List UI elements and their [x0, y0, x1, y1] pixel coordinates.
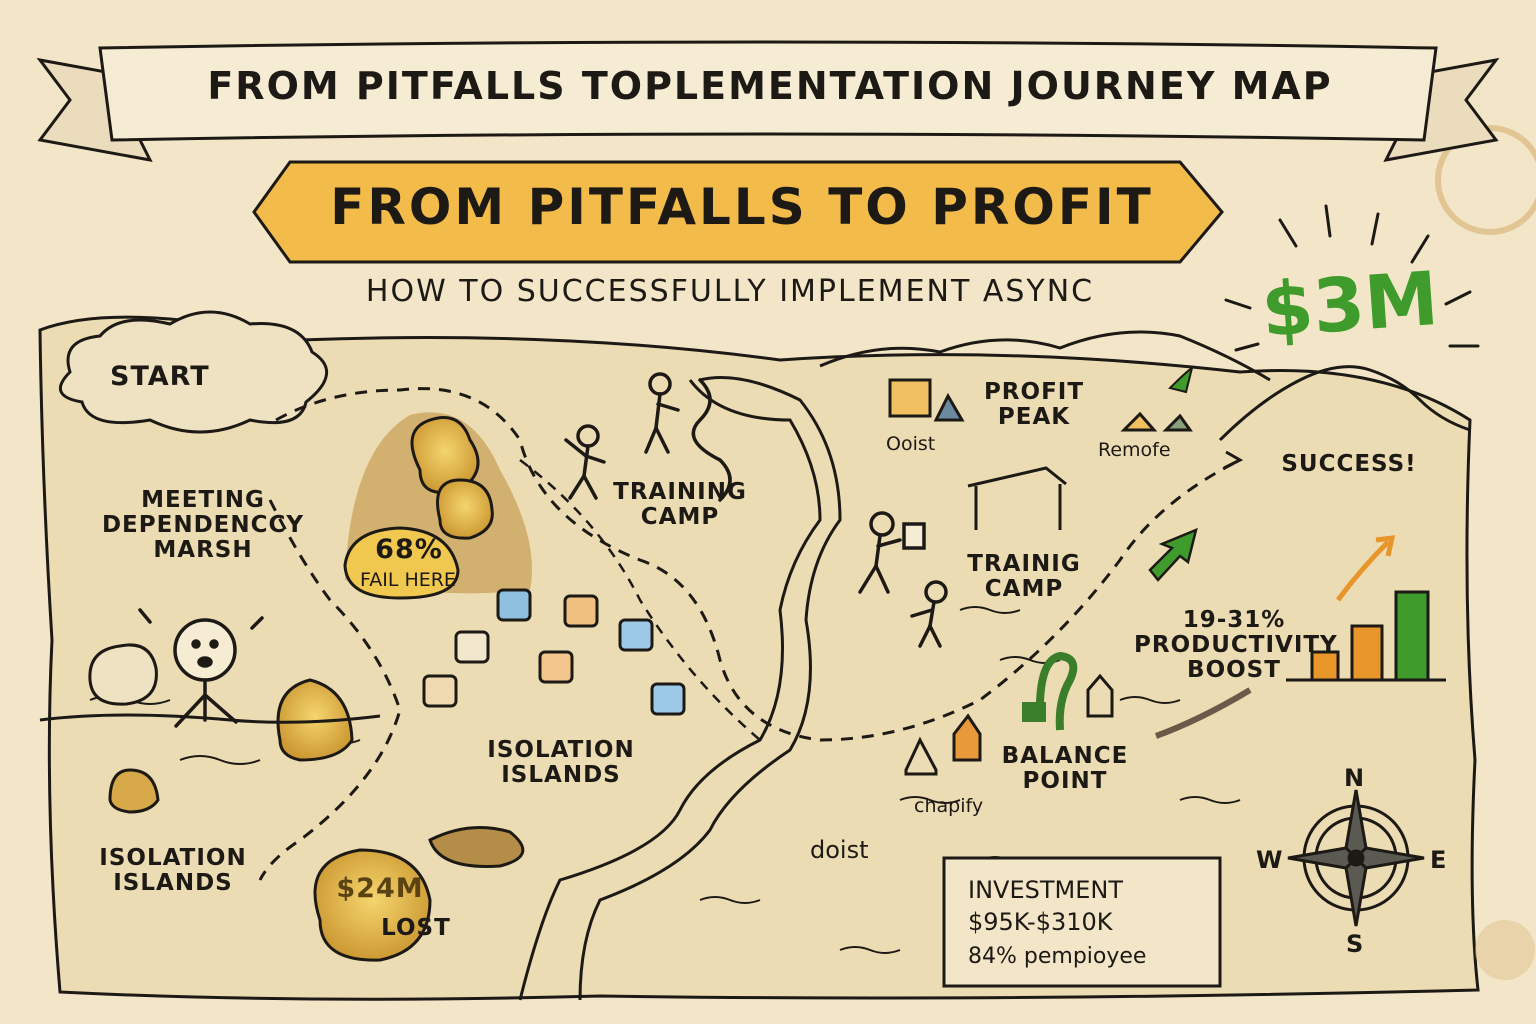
- money-bag-icon: [436, 478, 494, 540]
- money-bag-icon: [108, 768, 160, 814]
- isolation-islands-label-1: ISOLATION ISLANDS: [487, 737, 635, 788]
- balance-icon: [1022, 651, 1114, 731]
- journey-path-marsh: [519, 459, 761, 741]
- sparkle-rays: [1224, 204, 1480, 352]
- isolation-islands-label-2: ISOLATION ISLANDS: [99, 845, 247, 896]
- compass-east: E: [1430, 846, 1447, 874]
- stain: [1435, 125, 1536, 235]
- island: [428, 826, 525, 868]
- app-tile-icon: [618, 618, 654, 652]
- road: [1154, 687, 1252, 739]
- trend-arrow-icon: [1335, 540, 1390, 602]
- mountain-range: [819, 330, 1271, 382]
- compass-west: W: [1256, 846, 1283, 874]
- lost-label: LOST: [381, 915, 451, 941]
- money-bag-icon: [276, 678, 354, 762]
- growth-bar: [1394, 590, 1430, 682]
- big-amount: $3M: [1258, 255, 1442, 355]
- tag-icon: [952, 713, 982, 762]
- growth-bar: [1350, 624, 1384, 682]
- brand-chapify: chapify: [914, 795, 984, 817]
- compass-south: S: [1346, 930, 1364, 958]
- chart-icon: [888, 378, 965, 422]
- river: [518, 379, 822, 1001]
- headline: FROM PITFALLS TO PROFIT: [330, 178, 1154, 236]
- app-tile-icon: [454, 630, 490, 664]
- money-bag-icon: [313, 848, 432, 962]
- app-tile-icon: [538, 650, 574, 684]
- investment-title: INVESTMENT: [968, 876, 1123, 904]
- brand-ooist: Ooist: [886, 433, 936, 455]
- start-label: START: [110, 361, 210, 392]
- walker-figure: [858, 511, 926, 594]
- house-icon: [904, 736, 938, 776]
- brand-doist: doist: [810, 836, 869, 864]
- success-label: SUCCESS!: [1281, 451, 1417, 477]
- start-cloud: [58, 310, 329, 434]
- learner-figure: [910, 580, 948, 648]
- profit-peak-label: PROFIT PEAK: [983, 379, 1085, 430]
- fail-coin: [343, 526, 460, 600]
- fail-percent: 68%: [375, 534, 443, 565]
- success-mountain: [1218, 365, 1471, 442]
- brand-remote: Remofe: [1098, 439, 1171, 461]
- training-camp-label-2: TRAINIG CAMP: [967, 551, 1081, 602]
- trainer-figure: [644, 372, 732, 502]
- productivity-boost-label: 19-31% PRODUCTIVITY BOOST: [1134, 607, 1338, 683]
- app-tile-icon: [563, 594, 599, 628]
- green-arrow: [1148, 527, 1198, 582]
- remote-icons: [1120, 365, 1194, 432]
- app-tile-icon: [422, 674, 458, 708]
- journey-path-branch: [258, 499, 402, 881]
- title-ribbon: [36, 40, 1500, 163]
- investment-legend-box: [942, 856, 1222, 988]
- investment-range: $95K-$310K: [968, 908, 1113, 936]
- investment-per-employee: 84% pempioyee: [968, 944, 1147, 969]
- meeting-marsh-label: MEETING DEPENDENCCY MARSH: [101, 487, 305, 563]
- app-tile-icon: [496, 588, 532, 622]
- compass-rose-icon: [1287, 789, 1425, 927]
- trainee-figure: [564, 424, 606, 500]
- camp-tent: [967, 466, 1067, 530]
- worry-cloud: [88, 643, 158, 706]
- compass-north: N: [1344, 764, 1365, 792]
- fail-label: FAIL HERE: [360, 569, 456, 591]
- banner-title: FROM PITFALLS TOPLEMENTATION JOURNEY MAP: [207, 64, 1333, 108]
- lost-amount: $24M: [336, 873, 424, 904]
- subtitle: HOW TO SUCCESSFULLY IMPLEMENT ASYNC: [365, 274, 1095, 309]
- balance-point-label: BALANCE POINT: [1001, 743, 1129, 794]
- stuck-person: [138, 608, 264, 728]
- app-tile-icon: [650, 682, 686, 716]
- training-camp-label-1: TRAINING CAMP: [613, 479, 747, 530]
- stain: [1475, 920, 1535, 980]
- headline-banner: [252, 160, 1224, 264]
